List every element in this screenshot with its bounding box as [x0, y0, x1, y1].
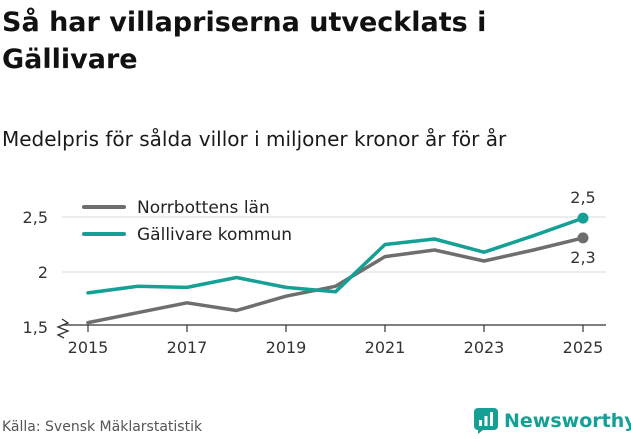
x-tick-label: 2019 — [266, 338, 307, 357]
series-line — [86, 236, 585, 325]
series-lines: 2,3 2,5 — [86, 188, 596, 325]
x-tick-label: 2025 — [563, 338, 604, 357]
series-line — [86, 216, 585, 295]
x-tick-label: 2017 — [167, 338, 208, 357]
axes: 1,5 2 2,5 2015 2017 2019 2021 2023 2025 — [23, 208, 606, 357]
grid-lines — [62, 216, 606, 273]
x-tick-label: 2015 — [68, 338, 109, 357]
y-tick-label: 1,5 — [23, 318, 48, 337]
chart-title: Så har villapriserna utvecklats i Gälliv… — [2, 7, 487, 75]
legend: Norrbottens län Gällivare kommun — [82, 198, 292, 245]
series-end-label: 2,5 — [570, 188, 595, 207]
legend-label: Gällivare kommun — [137, 225, 292, 245]
source-note: Källa: Svensk Mäklarstatistik — [2, 419, 203, 435]
newsworthy-logo: Newsworthy — [474, 408, 631, 434]
series-end-point — [577, 232, 589, 244]
series-end-point — [577, 212, 589, 224]
legend-label: Norrbottens län — [137, 198, 270, 218]
y-tick-label: 2,5 — [23, 208, 48, 227]
chart-subtitle: Medelpris för sålda villor i miljoner kr… — [2, 127, 507, 151]
line-chart: 1,5 2 2,5 2015 2017 2019 2021 2023 2025 2,3 2,5 N… — [23, 188, 606, 357]
series-end-label: 2,3 — [570, 248, 595, 267]
brand-name: Newsworthy — [504, 410, 631, 432]
x-tick-label: 2021 — [365, 338, 406, 357]
x-tick-label: 2023 — [464, 338, 505, 357]
newsworthy-logo-icon — [474, 408, 498, 434]
axis-break-mark — [56, 318, 70, 339]
y-tick-label: 2 — [38, 263, 48, 282]
